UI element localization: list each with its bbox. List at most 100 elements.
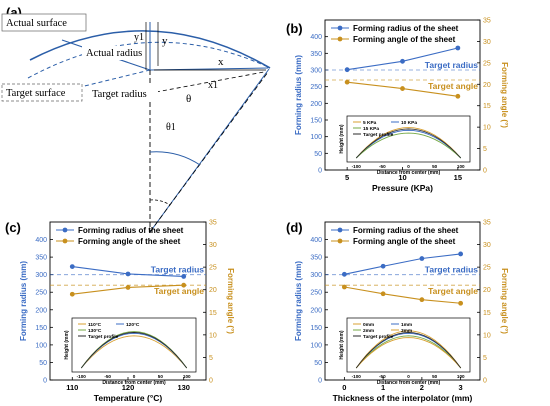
target-angle-label: Target angle — [154, 286, 204, 296]
inset-legend-label: 3mm — [401, 328, 412, 334]
data-point-angle — [344, 79, 350, 85]
inset-profile-line — [355, 335, 462, 369]
inset-x-tick-label: 0 — [133, 374, 136, 379]
theta1-angle-arc — [149, 199, 171, 206]
data-point-radius — [458, 251, 464, 257]
y-tick-label: 150 — [310, 118, 322, 125]
inset-legend-label: 130°C — [88, 328, 102, 334]
y2-tick-label: 35 — [483, 220, 491, 227]
y2-tick-label: 20 — [483, 287, 491, 294]
y-axis-title: Forming radius (mm) — [294, 261, 303, 341]
inset-x-tick-label: -100 — [77, 374, 87, 379]
series-line-angle — [344, 286, 461, 304]
target-surface-box — [1, 83, 83, 102]
y-tick-label: 100 — [310, 342, 322, 349]
data-point-radius — [181, 274, 187, 279]
y-tick-label: 350 — [35, 255, 47, 262]
target-angle-label: Target angle — [428, 81, 478, 91]
y-tick-label: 350 — [310, 51, 322, 58]
y-tick-label: 300 — [35, 272, 47, 279]
x-tick-label: 110 — [66, 383, 78, 392]
legend-label: Forming angle of the sheet — [78, 237, 181, 246]
inset-frame — [346, 115, 471, 163]
y-tick-label: 400 — [35, 237, 47, 244]
y2-tick-label: 10 — [209, 332, 217, 339]
y2-tick-label: 10 — [483, 332, 491, 339]
inset-x-tick-label: -100 — [352, 374, 362, 379]
theta1-ray — [149, 71, 269, 233]
inset-y-axis-title: Height (mm) — [64, 330, 70, 360]
inset-x-axis-title: Distance from center (mm) — [377, 380, 441, 386]
inset-x-tick-label: 50 — [432, 164, 438, 169]
y-tick-label: 0 — [318, 378, 322, 385]
x-label: x — [218, 56, 224, 68]
y-tick-label: 50 — [314, 360, 322, 367]
inset-legend-label: 5 KPa — [363, 120, 377, 126]
y-tick-label: 200 — [310, 307, 322, 314]
inset-target-profile — [355, 128, 462, 159]
target-radius-box — [88, 86, 158, 100]
inset-profile-line — [355, 132, 462, 159]
y2-tick-label: 30 — [483, 242, 491, 249]
inset-legend-label: 110°C — [88, 322, 102, 328]
y2-tick-label: 15 — [483, 310, 491, 317]
y-tick-label: 250 — [35, 290, 47, 297]
x-tick-label: 1 — [381, 383, 385, 392]
data-point-angle — [380, 291, 386, 297]
x-tick-label: 15 — [454, 173, 462, 182]
inset-x-tick-label: -100 — [352, 164, 362, 169]
x-tick-label: 2 — [420, 383, 424, 392]
inset-profile-line — [355, 127, 462, 159]
inset-profile-line — [355, 330, 462, 369]
x-tick-label: 0 — [342, 383, 346, 392]
y2-tick-label: 0 — [209, 378, 213, 385]
y2-axis-title: Forming angle (°) — [500, 268, 509, 334]
data-point-angle — [181, 282, 187, 288]
panel-label: (d) — [286, 220, 303, 235]
x-tick-label: 5 — [345, 173, 349, 182]
data-point-angle — [341, 284, 347, 290]
inset-legend-label: 15 KPa — [363, 126, 379, 132]
inset-frame — [71, 317, 197, 373]
y2-tick-label: 15 — [483, 103, 491, 110]
y-tick-label: 50 — [39, 360, 47, 367]
target-angle-label: Target angle — [428, 286, 478, 296]
y-tick-label: 0 — [43, 378, 47, 385]
data-point-angle — [458, 300, 464, 306]
inset-legend-label: 10 KPa — [401, 120, 417, 126]
y-tick-label: 300 — [310, 68, 322, 75]
inset-x-tick-label: 0 — [407, 374, 410, 379]
actual-radius-box — [82, 46, 144, 60]
y-tick-label: 50 — [314, 151, 322, 158]
inset-x-tick-label: 100 — [457, 164, 465, 169]
legend-label: Forming radius of the sheet — [353, 226, 459, 235]
legend-marker — [337, 25, 343, 31]
theta1-label: θ1 — [166, 122, 176, 133]
target-radius-label: Target radius — [151, 265, 204, 275]
legend-label: Forming angle of the sheet — [353, 237, 456, 246]
y2-tick-label: 35 — [483, 18, 491, 25]
y-axis-title: Forming radius (mm) — [19, 261, 28, 341]
theta-label: θ — [186, 93, 191, 105]
y-tick-label: 250 — [310, 84, 322, 91]
data-point-radius — [69, 264, 75, 269]
y2-tick-label: 15 — [209, 310, 217, 317]
y-tick-label: 100 — [310, 134, 322, 141]
panel-label: (b) — [286, 21, 303, 36]
inset-x-tick-label: 100 — [183, 374, 191, 379]
inset-legend-label: Target profile — [363, 334, 394, 340]
y2-axis-title: Forming angle (°) — [500, 62, 509, 128]
inset-x-tick-label: 50 — [158, 374, 164, 379]
inset-frame — [346, 317, 471, 373]
legend-marker — [62, 227, 68, 233]
y2-tick-label: 25 — [483, 265, 491, 272]
inset-x-tick-label: -50 — [379, 374, 386, 379]
inset-legend-label: Target profile — [88, 334, 119, 340]
inset-x-tick-label: 100 — [457, 374, 465, 379]
y-tick-label: 100 — [35, 342, 47, 349]
data-point-radius — [380, 263, 386, 269]
data-point-angle — [125, 285, 131, 290]
y1-label: y1 — [134, 32, 144, 43]
data-point-angle — [419, 297, 425, 303]
x-axis-title: Pressure (KPa) — [372, 183, 433, 193]
